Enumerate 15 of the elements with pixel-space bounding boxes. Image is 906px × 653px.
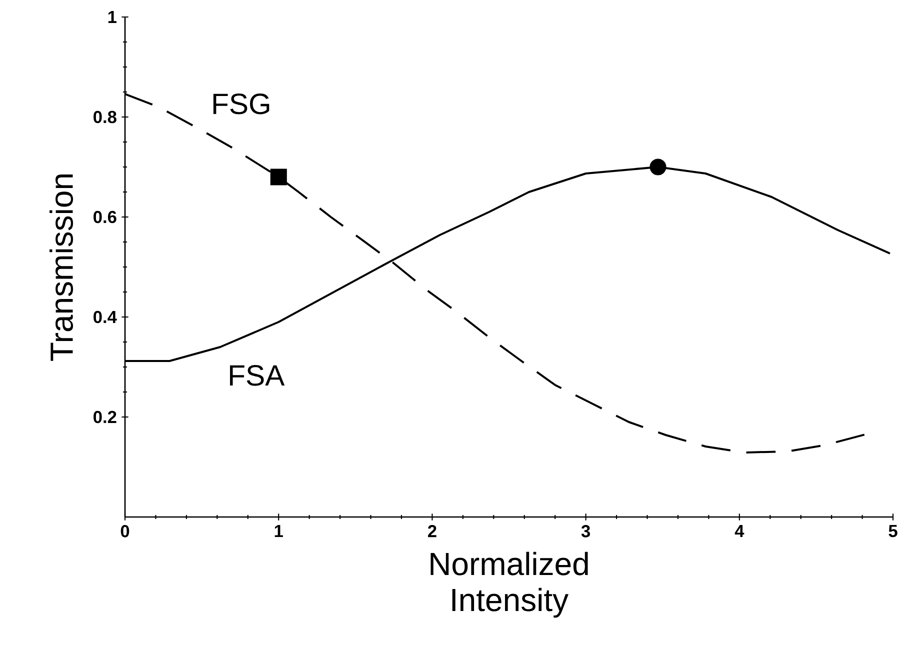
x-axis-title: Normalized Intensity <box>430 552 588 618</box>
series-label: FSA <box>230 365 285 386</box>
y-axis-title: Transmission <box>50 174 74 361</box>
y-tick-label: 0.4 <box>94 310 117 324</box>
y-tick-label: 0.2 <box>94 410 116 424</box>
x-tick-label: 0 <box>120 525 130 538</box>
y-tick-label: 1 <box>108 11 116 23</box>
x-tick-label: 3 <box>581 525 590 538</box>
x-tick-label: 1 <box>274 525 283 537</box>
y-tick-label: 0.6 <box>94 210 116 224</box>
x-tick-label: 4 <box>734 525 744 537</box>
x-tick-label: 5 <box>888 525 898 538</box>
x-tick-label: 2 <box>428 525 436 538</box>
y-tick-label: 0.8 <box>94 110 116 124</box>
series-label: FSG <box>213 94 270 114</box>
